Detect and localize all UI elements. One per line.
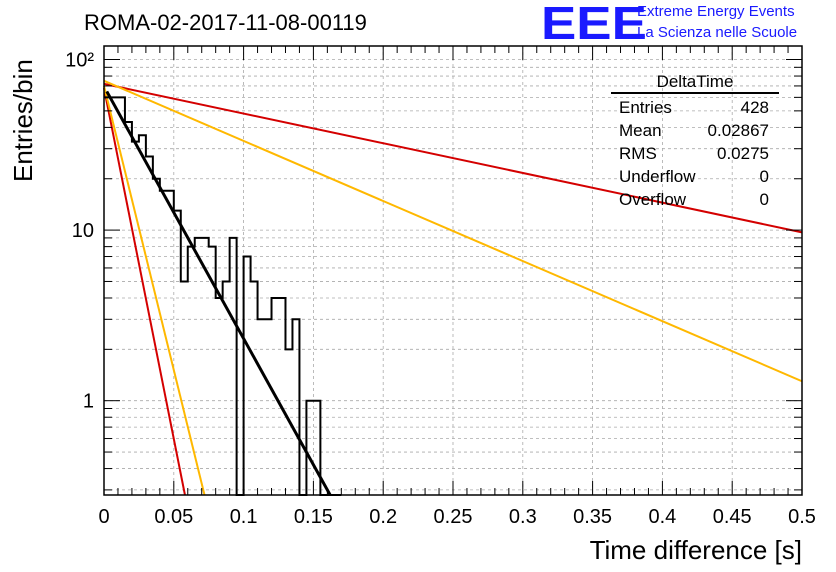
stats-value: 0.02867 [707,121,769,140]
stats-label: Mean [619,121,662,140]
histogram-bin [279,298,286,495]
stats-label: Underflow [619,167,696,186]
x-tick-label: 0 [98,506,109,528]
histogram-bin [306,401,313,495]
y-tick-label: 1 [83,391,94,413]
stats-label: Overflow [619,190,687,209]
histogram-bin [160,191,167,495]
x-tick-label: 0.3 [509,506,537,528]
x-tick-label: 0.35 [573,506,612,528]
stats-value: 0 [759,167,769,186]
axis-ticks [103,46,803,495]
stats-row-overflow: Overflow 0 [611,188,779,211]
x-tick-label: 0.25 [434,506,473,528]
stats-row-underflow: Underflow 0 [611,165,779,188]
histogram-bin [188,247,195,495]
histogram-outline [104,96,342,496]
x-tick-label: 0.5 [788,506,816,528]
chart-title: ROMA-02-2017-11-08-00119 [84,10,367,35]
histogram-bin [139,135,146,495]
x-tick-label: 0.1 [230,506,258,528]
stats-row-rms: RMS 0.0275 [611,142,779,165]
logo-line-1: Extreme Energy Events [637,3,795,20]
histogram-bin [181,281,188,495]
stats-value: 0 [759,190,769,209]
stats-title: DeltaTime [611,72,779,94]
fit-curve [105,90,332,496]
fit-curves [103,79,803,496]
histogram-bin [132,142,139,495]
x-tick-label: 0.2 [369,506,397,528]
histogram [104,96,342,496]
stats-row-mean: Mean 0.02867 [611,119,779,142]
x-axis-label: Time difference [s] [589,535,802,565]
fit-curve [103,85,206,496]
stats-value: 0.0275 [717,144,769,163]
x-tick-label: 0.15 [294,506,333,528]
stats-label: RMS [619,144,657,163]
fit-curve [103,82,803,234]
x-tick-label: 0.45 [713,506,752,528]
x-tick-label: 0.05 [154,506,193,528]
histogram-bin [230,238,237,495]
y-tick-label: 10² [65,50,94,72]
eee-logo: EEE [541,0,647,49]
y-axis-label: Entries/bin [8,59,38,182]
stats-label: Entries [619,98,672,117]
histogram-bin [104,97,111,495]
grid [104,46,802,495]
stats-value: 428 [740,98,769,117]
histogram-bin [216,298,223,495]
fit-curve [103,79,803,383]
stats-box: DeltaTime Entries 428 Mean 0.02867 RMS 0… [611,72,779,211]
histogram-bin [313,401,320,495]
histogram-bin [251,281,258,495]
x-tick-label: 0.4 [648,506,676,528]
histogram-bin [244,257,251,495]
tick-labels: 0 0.05 0.1 0.15 0.2 0.25 0.3 0.35 0.4 0.45 0.5 1 10 1… [65,50,816,528]
logo-line-2: La Scienza nelle Scuole [637,24,798,41]
fit-curve [103,87,186,496]
y-tick-label: 10 [72,220,94,242]
stats-row-entries: Entries 428 [611,96,779,119]
